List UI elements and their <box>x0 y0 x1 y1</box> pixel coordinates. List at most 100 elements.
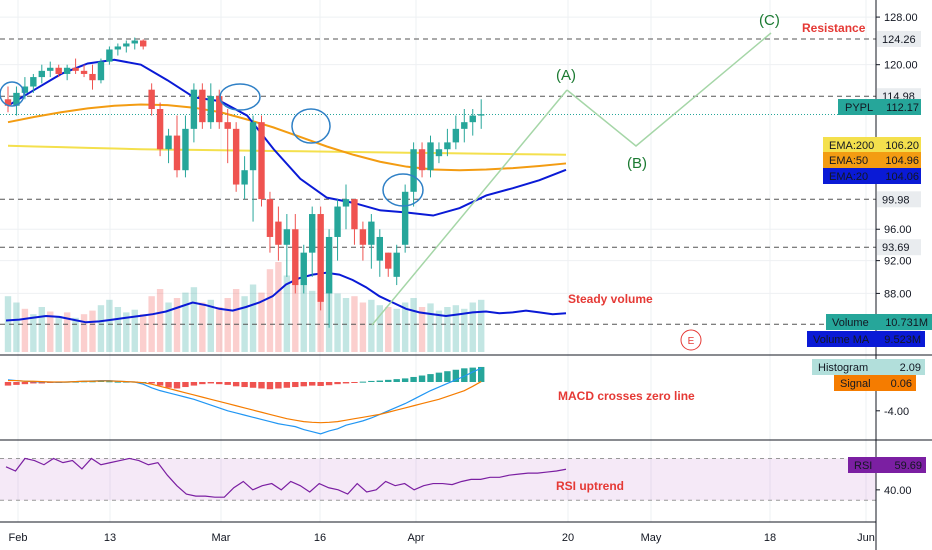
volume-bar <box>309 290 316 352</box>
elliott-wave-path <box>566 32 772 147</box>
macd-histogram-bar <box>190 382 198 386</box>
candle <box>401 184 409 253</box>
highlight-ellipse <box>219 83 261 111</box>
highlight-ellipse <box>382 173 424 207</box>
price-label-value: 106.20 <box>885 140 919 152</box>
highlight-ellipse <box>0 81 25 107</box>
volume-ma-label: Volume MA 9.523M <box>807 331 925 347</box>
candle-body <box>4 99 12 106</box>
x-tick-label: 20 <box>562 532 574 544</box>
rsi-band-fill <box>0 458 876 501</box>
candle <box>385 252 392 277</box>
candle-body <box>444 142 451 150</box>
earnings-marker[interactable]: E <box>680 329 702 351</box>
candle <box>334 199 341 261</box>
steady-volume-label: Steady volume <box>568 292 653 306</box>
macd-histogram-bar <box>106 381 113 383</box>
candle-body <box>461 122 468 129</box>
candle-body <box>342 199 350 207</box>
candle-body <box>283 229 291 245</box>
candle <box>300 244 307 294</box>
candle <box>342 184 350 230</box>
resistance-label: Resistance <box>802 21 866 35</box>
candle-body <box>258 122 265 200</box>
macd-histogram-bar <box>309 382 316 386</box>
volume-bar <box>258 292 265 352</box>
price-label-value: 112.17 <box>886 102 919 114</box>
candle <box>131 37 138 50</box>
volume-bar <box>232 289 240 352</box>
macd-histogram-bar <box>275 382 282 389</box>
volume-bar <box>182 292 189 352</box>
macd-histogram-bar <box>30 382 37 384</box>
macd-histogram-bar <box>258 382 265 389</box>
candle <box>89 64 96 90</box>
candle-body <box>207 96 214 123</box>
rsi-label-value: 59.69 <box>894 460 922 472</box>
candle <box>292 214 299 294</box>
macd-histogram-bar <box>359 381 367 383</box>
candle-body <box>325 236 333 294</box>
candle-body <box>266 199 274 237</box>
candle-body <box>131 40 138 44</box>
candle-body <box>232 128 240 185</box>
volume-ma-line <box>5 271 567 324</box>
volume-ma-label-value: 9.523M <box>884 334 921 346</box>
rsi-uptrend-label: RSI uptrend <box>556 479 624 493</box>
volume-bar <box>156 289 164 352</box>
x-tick-label: Jun <box>857 532 875 544</box>
candle <box>55 64 62 78</box>
volume-bar <box>216 307 223 352</box>
macd-histogram-bar <box>182 382 189 388</box>
candle-body <box>148 89 155 110</box>
volume-bar <box>131 309 138 352</box>
highlight-ellipse <box>291 108 331 144</box>
macd-histogram-bar <box>435 372 443 382</box>
volume-bar <box>266 269 274 352</box>
candle <box>351 199 358 245</box>
candle <box>30 73 37 93</box>
macd-histogram-bar <box>334 382 341 385</box>
price-label-name: EMA:20 <box>829 171 868 183</box>
level-lines <box>0 38 876 325</box>
candle-body <box>89 73 96 81</box>
macd-histogram-bar <box>199 382 206 385</box>
candle-body <box>334 206 341 237</box>
candle <box>114 43 122 56</box>
candle <box>80 64 88 78</box>
volume-bar <box>148 296 155 352</box>
candle <box>275 206 282 261</box>
candle-body <box>190 89 198 129</box>
price-label-ema-50: EMA:50 104.96 <box>823 152 921 168</box>
volume-bar <box>4 296 12 352</box>
candle-body <box>224 122 231 129</box>
volume-bar <box>401 302 409 352</box>
macd-histogram-bar <box>21 382 29 385</box>
volume-bar <box>418 307 426 352</box>
macd-signal-label-name: Signal <box>840 378 871 390</box>
volume-bar <box>275 262 282 352</box>
volume-bar <box>13 302 20 352</box>
macd-histogram-bar <box>444 371 451 382</box>
rsi-band <box>0 457 876 501</box>
volume-ma-label-name: Volume MA <box>813 334 870 346</box>
price-tick-label: 128.00 <box>884 12 918 24</box>
ema-line-ema-200 <box>7 144 567 156</box>
volume-bar <box>173 298 181 352</box>
candle <box>182 115 189 178</box>
volume-bar <box>249 284 257 352</box>
candle <box>427 135 434 178</box>
rsi-line <box>5 457 567 498</box>
price-tick-label: 88.00 <box>884 288 912 300</box>
volume-bar <box>427 303 434 352</box>
volume-bar <box>63 312 71 352</box>
candle <box>148 83 155 116</box>
candle <box>283 214 291 277</box>
candle <box>199 83 206 129</box>
volume-label-name: Volume <box>832 317 869 329</box>
volume-bar <box>385 307 392 352</box>
candle <box>207 83 214 129</box>
candle <box>368 214 375 269</box>
macd-histogram-bar <box>173 382 181 389</box>
